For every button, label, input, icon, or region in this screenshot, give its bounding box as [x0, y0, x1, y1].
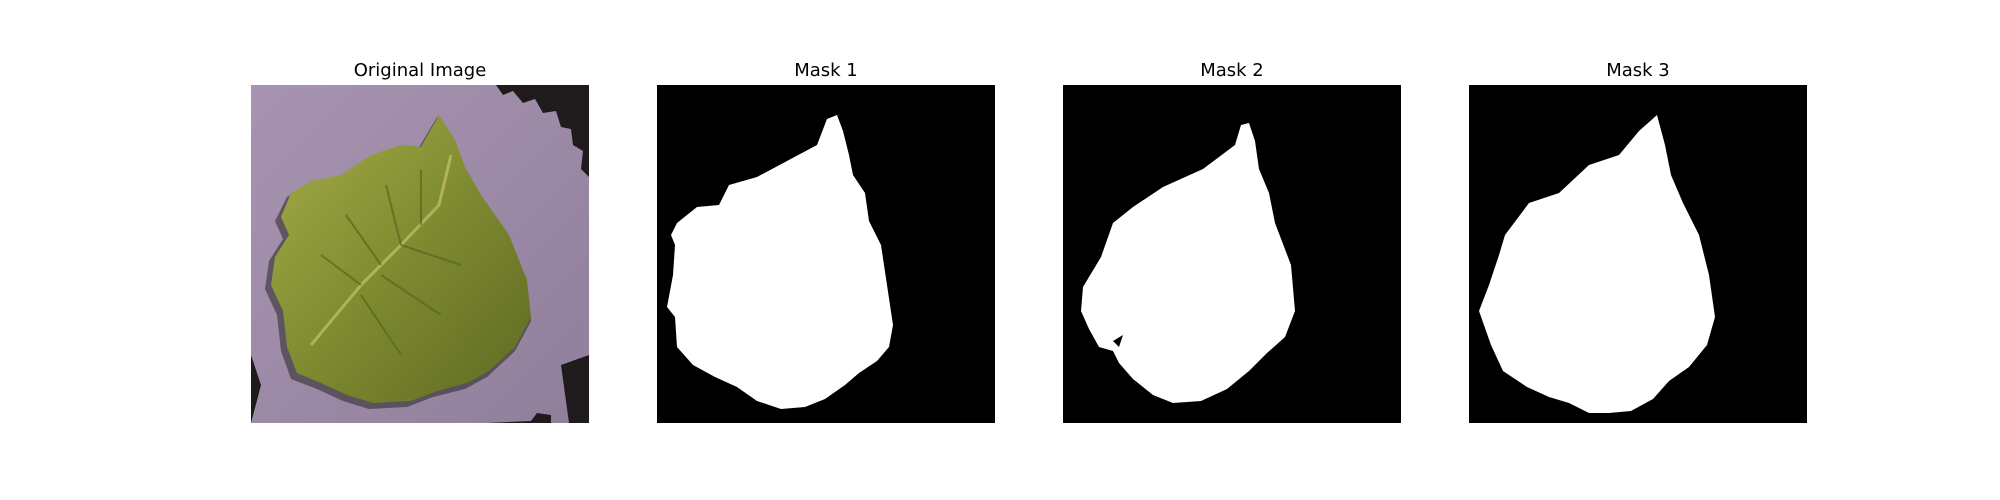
mask-2-panel: Mask 2: [1063, 57, 1401, 85]
original-image: [251, 85, 589, 423]
mask-3-image: [1469, 85, 1807, 423]
panel-title: Mask 1: [657, 57, 995, 85]
mask-1-image: [657, 85, 995, 423]
panel-title: Mask 3: [1469, 57, 1807, 85]
mask-3-panel: Mask 3: [1469, 57, 1807, 85]
panel-title: Mask 2: [1063, 57, 1401, 85]
panel-title: Original Image: [251, 57, 589, 85]
mask-1-panel: Mask 1: [657, 57, 995, 85]
original-image-panel: Original Image: [251, 57, 589, 85]
mask-2-image: [1063, 85, 1401, 423]
